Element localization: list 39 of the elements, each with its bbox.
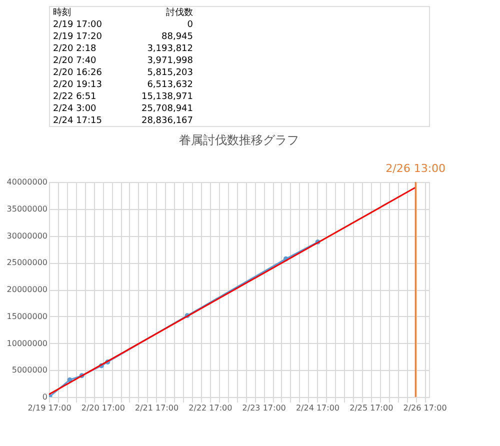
text: 2/19 17:00 — [53, 20, 102, 30]
text: 28,836,167 — [141, 116, 193, 126]
text: 2/24 17:15 — [53, 116, 102, 126]
y-tick-label: 40000000 — [6, 178, 48, 186]
text: 3,971,998 — [147, 56, 194, 66]
text: 2/20 16:26 — [53, 68, 102, 78]
x-tick-label: 2/19 17:00 — [28, 404, 72, 412]
x-tick-label: 2/24 17:00 — [296, 404, 340, 412]
x-tick-label: 2/25 17:00 — [350, 404, 394, 412]
text: 88,945 — [162, 32, 193, 42]
y-tick-label: 15000000 — [6, 312, 48, 321]
y-tick-label: 5000000 — [12, 366, 48, 375]
text: 5,815,203 — [147, 68, 193, 78]
x-tick-label: 2/22 17:00 — [188, 404, 232, 412]
y-tick-label: 35000000 — [6, 204, 48, 214]
x-tick-label: 2/20 17:00 — [81, 404, 125, 412]
text: 25,708,941 — [141, 104, 193, 114]
y-tick-label: 30000000 — [6, 231, 48, 240]
text: 2/20 7:40 — [53, 56, 97, 66]
chart-title: 眷属討伐数推移グラフ — [179, 133, 299, 147]
text: 3,193,812 — [147, 44, 193, 54]
text: 時刻 — [53, 7, 71, 18]
text: 2/24 3:00 — [53, 104, 97, 114]
text: 2/19 17:20 — [53, 32, 102, 42]
y-tick-label: 20000000 — [6, 285, 48, 294]
x-tick-label: 2/23 17:00 — [242, 404, 286, 412]
ref-line-label: 2/26 13:00 — [386, 162, 446, 175]
y-tick-label: 25000000 — [6, 258, 48, 268]
text: 0 — [187, 20, 194, 30]
x-tick-label: 2/26 17:00 — [403, 404, 447, 412]
text: 2/22 6:51 — [53, 92, 96, 102]
text: 2/20 2:18 — [53, 44, 97, 54]
text: 討伐数 — [166, 7, 193, 18]
y-tick-label: 10000000 — [6, 338, 48, 348]
text: 15,138,971 — [141, 92, 193, 102]
y-tick-label: 0 — [42, 392, 48, 402]
text: 6,513,632 — [147, 80, 193, 90]
x-tick-label: 2/21 17:00 — [135, 404, 179, 412]
text: 2/20 19:13 — [53, 80, 102, 90]
